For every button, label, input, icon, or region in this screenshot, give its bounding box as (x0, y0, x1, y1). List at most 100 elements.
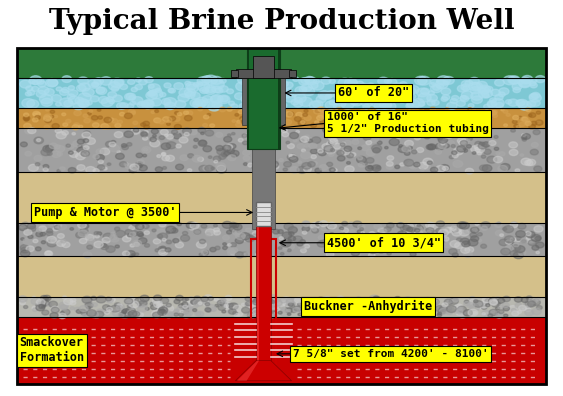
Circle shape (312, 228, 316, 231)
Circle shape (224, 151, 230, 156)
Circle shape (245, 79, 253, 85)
Circle shape (319, 165, 328, 170)
Circle shape (86, 167, 95, 173)
Circle shape (106, 307, 113, 312)
Circle shape (83, 146, 89, 150)
Text: 4500' of 10 3/4": 4500' of 10 3/4" (327, 236, 440, 249)
Circle shape (196, 241, 207, 248)
Circle shape (378, 249, 384, 253)
Circle shape (78, 77, 88, 84)
Circle shape (469, 297, 475, 301)
Circle shape (51, 95, 61, 102)
Circle shape (397, 304, 405, 310)
Circle shape (508, 99, 519, 106)
Circle shape (282, 297, 291, 303)
Circle shape (159, 247, 163, 250)
Circle shape (494, 223, 502, 227)
Circle shape (46, 117, 53, 122)
Circle shape (350, 308, 354, 311)
Circle shape (444, 238, 448, 241)
Circle shape (514, 124, 519, 128)
Circle shape (499, 88, 509, 95)
Circle shape (33, 308, 37, 311)
Circle shape (266, 315, 270, 317)
Circle shape (329, 136, 336, 141)
Circle shape (84, 228, 90, 232)
Circle shape (163, 117, 169, 122)
Circle shape (430, 299, 436, 303)
Circle shape (479, 85, 490, 93)
Circle shape (327, 141, 333, 146)
Circle shape (309, 143, 317, 148)
Circle shape (165, 134, 168, 137)
Circle shape (265, 168, 270, 171)
Circle shape (374, 114, 378, 117)
Circle shape (262, 314, 266, 317)
Circle shape (245, 100, 255, 107)
Circle shape (252, 107, 259, 112)
Circle shape (349, 236, 356, 241)
Circle shape (328, 306, 337, 312)
Circle shape (408, 239, 412, 242)
Circle shape (44, 251, 52, 257)
Circle shape (503, 296, 510, 302)
Circle shape (444, 132, 453, 139)
Circle shape (504, 124, 507, 126)
Circle shape (495, 312, 501, 316)
Circle shape (138, 165, 148, 171)
Circle shape (39, 95, 52, 104)
Circle shape (195, 299, 199, 302)
Circle shape (494, 297, 502, 302)
Circle shape (35, 116, 41, 120)
Circle shape (450, 240, 459, 247)
Circle shape (208, 102, 221, 111)
Bar (236, 69, 291, 78)
Circle shape (328, 152, 334, 156)
Circle shape (272, 314, 278, 317)
Circle shape (424, 134, 431, 139)
Circle shape (262, 124, 267, 128)
Circle shape (526, 296, 532, 300)
Circle shape (529, 94, 541, 102)
Circle shape (50, 312, 58, 318)
Circle shape (446, 310, 453, 314)
Circle shape (338, 109, 343, 113)
Circle shape (262, 150, 269, 154)
Circle shape (466, 145, 471, 148)
Circle shape (233, 305, 242, 311)
Circle shape (74, 110, 81, 116)
Circle shape (81, 310, 87, 315)
Circle shape (296, 303, 304, 308)
Circle shape (490, 111, 497, 115)
Circle shape (46, 78, 58, 87)
Circle shape (130, 244, 135, 247)
Circle shape (406, 227, 413, 232)
Circle shape (213, 233, 217, 236)
Circle shape (185, 305, 191, 310)
Circle shape (158, 119, 164, 124)
Circle shape (117, 103, 126, 109)
Circle shape (274, 102, 284, 109)
Circle shape (345, 140, 351, 145)
Circle shape (215, 246, 220, 250)
Circle shape (184, 310, 193, 316)
Circle shape (308, 162, 315, 167)
Circle shape (325, 297, 330, 301)
Circle shape (365, 98, 373, 104)
Circle shape (516, 230, 525, 238)
Circle shape (499, 152, 505, 156)
Circle shape (194, 229, 201, 234)
Circle shape (211, 167, 215, 169)
Circle shape (193, 299, 203, 307)
Circle shape (522, 134, 526, 137)
Circle shape (298, 313, 302, 316)
Circle shape (459, 140, 468, 146)
Circle shape (93, 313, 100, 318)
Circle shape (426, 145, 434, 150)
Circle shape (366, 158, 374, 163)
Circle shape (436, 166, 445, 172)
Circle shape (272, 164, 279, 169)
Circle shape (395, 93, 405, 100)
Circle shape (291, 99, 299, 105)
Circle shape (22, 99, 34, 108)
